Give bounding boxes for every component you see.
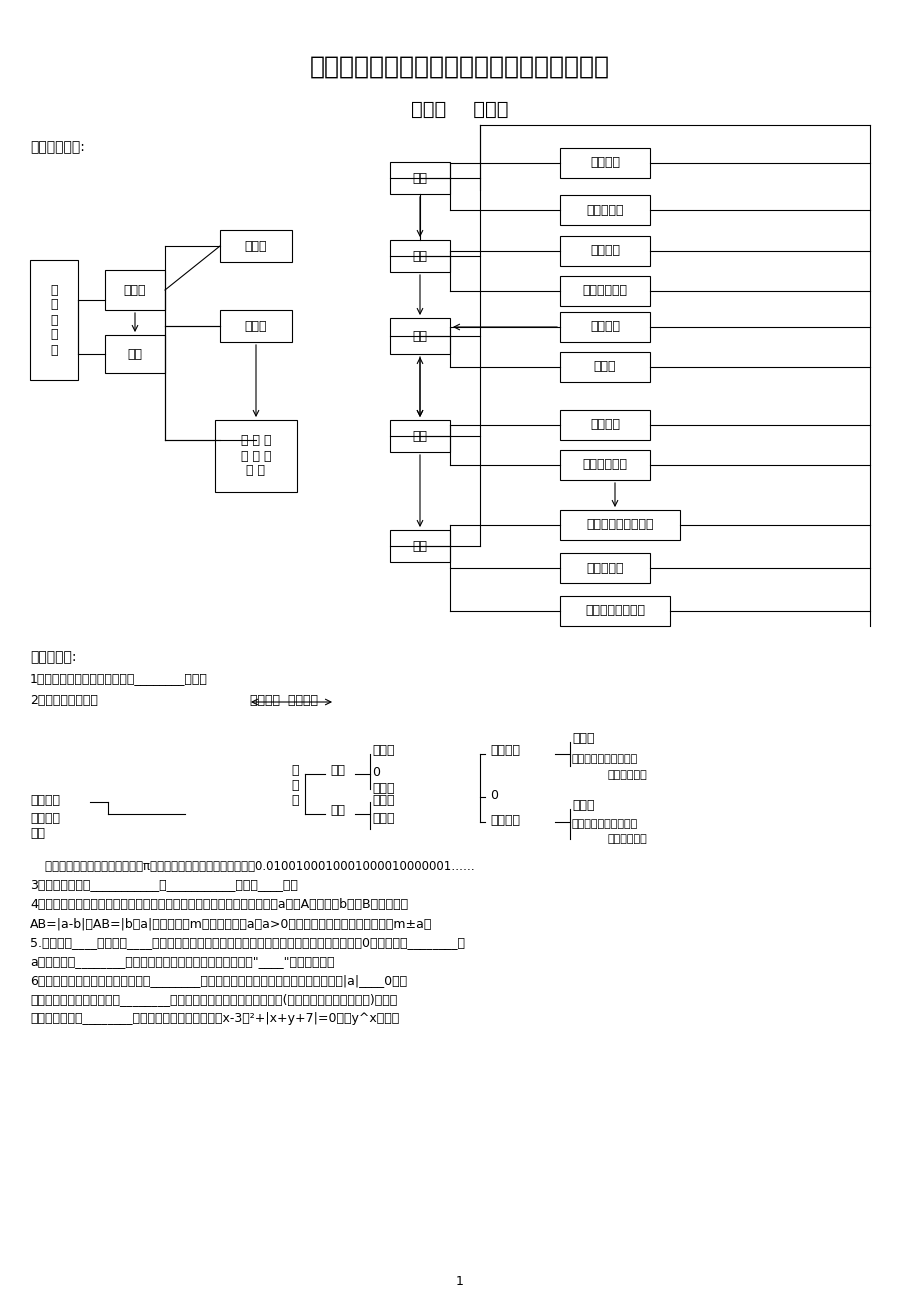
Text: 第一章    有理数: 第一章 有理数 bbox=[411, 100, 508, 118]
FancyBboxPatch shape bbox=[560, 352, 650, 381]
FancyBboxPatch shape bbox=[560, 450, 650, 480]
FancyBboxPatch shape bbox=[220, 230, 291, 262]
FancyBboxPatch shape bbox=[215, 421, 297, 492]
FancyBboxPatch shape bbox=[390, 161, 449, 194]
Text: 有
理
数: 有 理 数 bbox=[291, 764, 299, 807]
Text: 0: 0 bbox=[371, 766, 380, 779]
Text: 二、知识点:: 二、知识点: bbox=[30, 650, 76, 664]
Text: 正整数: 正整数 bbox=[371, 743, 394, 756]
Text: 有理数: 有理数 bbox=[124, 284, 146, 297]
FancyBboxPatch shape bbox=[220, 310, 291, 342]
Text: 1: 1 bbox=[456, 1275, 463, 1288]
Text: 整数: 整数 bbox=[330, 764, 345, 777]
Text: 为相反数的两个数的绝对值________。若表示两个非负数的式子和为０(或这两个式子互为相反数)，则这: 为相反数的两个数的绝对值________。若表示两个非负数的式子和为０(或这两个… bbox=[30, 993, 397, 1006]
Text: 正
数
和
负
数: 正 数 和 负 数 bbox=[51, 284, 58, 357]
FancyBboxPatch shape bbox=[560, 410, 650, 440]
Text: 正有理数: 正有理数 bbox=[490, 743, 519, 756]
Text: 两个式子都等于________。即非负条件式。如：若（x-3）²+|x+y+7|=0，求y^x的值。: 两个式子都等于________。即非负条件式。如：若（x-3）²+|x+y+7|… bbox=[30, 1012, 399, 1025]
Text: 除法: 除法 bbox=[412, 430, 427, 443]
Text: 乘方: 乘方 bbox=[412, 539, 427, 552]
Text: AB=|a-b|或AB=|b－a|。与表示数m的点的距离为a（a>0）的点有两个：它们表示的数是m±a。: AB=|a-b|或AB=|b－a|。与表示数m的点的距离为a（a>0）的点有两个… bbox=[30, 917, 432, 930]
FancyBboxPatch shape bbox=[390, 421, 449, 452]
Text: 一、知识结构:: 一、知识结构: bbox=[30, 141, 85, 154]
FancyBboxPatch shape bbox=[560, 312, 650, 342]
Text: 减法法则: 减法法则 bbox=[589, 245, 619, 258]
Text: 6、数轴上表示一个数的点到原点的________叫这个数的绝对值。绝对值具有非负性，即|a|____0。互: 6、数轴上表示一个数的点到原点的________叫这个数的绝对值。绝对值具有非负… bbox=[30, 974, 407, 987]
Text: 1、正数和负数是表示两种具有________的量。: 1、正数和负数是表示两种具有________的量。 bbox=[30, 672, 208, 685]
FancyBboxPatch shape bbox=[105, 335, 165, 372]
Text: 运算律: 运算律 bbox=[593, 361, 616, 374]
Text: 科学记数法: 科学记数法 bbox=[585, 561, 623, 574]
Text: 4、数轴上的两点之间的距离就是表示这两个点的数的差的绝对值：表示数a的点A与表示数b的点B之间的距离: 4、数轴上的两点之间的距离就是表示这两个点的数的差的绝对值：表示数a的点A与表示… bbox=[30, 898, 408, 911]
Text: 乘法: 乘法 bbox=[412, 329, 427, 342]
Text: 负整数: 负整数 bbox=[572, 799, 594, 812]
Text: 无限循环
小数: 无限循环 小数 bbox=[30, 812, 60, 840]
Text: 和循环小数）: 和循环小数） bbox=[607, 769, 647, 780]
Text: 乘除混合运算: 乘除混合运算 bbox=[582, 458, 627, 471]
Text: 分数: 分数 bbox=[330, 805, 345, 816]
Text: 3、数轴三要素是___________、___________数轴是____线。: 3、数轴三要素是___________、___________数轴是____线。 bbox=[30, 878, 298, 891]
Text: 负分数（含负有限小数: 负分数（含负有限小数 bbox=[572, 819, 638, 829]
FancyBboxPatch shape bbox=[560, 596, 669, 626]
FancyBboxPatch shape bbox=[390, 530, 449, 562]
Text: 近似数与有效数字: 近似数与有效数字 bbox=[584, 604, 644, 617]
Text: 绝对值: 绝对值 bbox=[244, 319, 267, 332]
FancyBboxPatch shape bbox=[30, 260, 78, 380]
Text: 除法法则: 除法法则 bbox=[589, 418, 619, 431]
Text: 新课标人教版数学七年级（上）期末复习设计: 新课标人教版数学七年级（上）期末复习设计 bbox=[310, 55, 609, 79]
Text: 0: 0 bbox=[490, 789, 497, 802]
FancyBboxPatch shape bbox=[560, 276, 650, 306]
Text: 5.数轴上居____两侧且到____的距离相等的两个点所表示的两个数互为相反数（几何定义）。0的相反数是________，: 5.数轴上居____两侧且到____的距离相等的两个点所表示的两个数互为相反数（… bbox=[30, 936, 464, 949]
FancyBboxPatch shape bbox=[560, 195, 650, 225]
Text: 注意：常见的不是有理数的数有π和有规律的但不循环的小数。如：0.0100100010001000010000001……: 注意：常见的不是有理数的数有π和有规律的但不循环的小数。如：0.01001000… bbox=[30, 861, 474, 874]
Text: 和循环小数）: 和循环小数） bbox=[607, 835, 647, 844]
Text: 有 理 数
的 大 小
比 较: 有 理 数 的 大 小 比 较 bbox=[241, 435, 271, 478]
Text: 有限小数: 有限小数 bbox=[30, 794, 60, 807]
Text: 正分数（含正有限小数: 正分数（含正有限小数 bbox=[572, 754, 638, 764]
Text: 加法法则: 加法法则 bbox=[589, 156, 619, 169]
Text: 负整数: 负整数 bbox=[371, 783, 394, 796]
Text: 乘法法则: 乘法法则 bbox=[589, 320, 619, 333]
Text: 负有理数: 负有理数 bbox=[490, 814, 519, 827]
Text: 加减混合运算: 加减混合运算 bbox=[582, 285, 627, 297]
Text: 加法: 加法 bbox=[412, 172, 427, 185]
FancyBboxPatch shape bbox=[560, 510, 679, 540]
Text: 减法: 减法 bbox=[412, 250, 427, 263]
Text: 2、有理数的分类：: 2、有理数的分类： bbox=[30, 694, 97, 707]
FancyBboxPatch shape bbox=[560, 553, 650, 583]
FancyBboxPatch shape bbox=[560, 236, 650, 266]
Text: 正整数: 正整数 bbox=[572, 732, 594, 745]
FancyBboxPatch shape bbox=[560, 148, 650, 178]
FancyBboxPatch shape bbox=[105, 270, 165, 310]
FancyBboxPatch shape bbox=[390, 318, 449, 354]
Text: 负分数: 负分数 bbox=[371, 812, 394, 825]
Text: 相反数: 相反数 bbox=[244, 240, 267, 253]
Text: a的相反数是________。求一个数的相反数就是在这个数前添"____"号后再化简。: a的相反数是________。求一个数的相反数就是在这个数前添"____"号后再… bbox=[30, 954, 335, 967]
FancyBboxPatch shape bbox=[390, 240, 449, 272]
Text: 乘方运算、混合运算: 乘方运算、混合运算 bbox=[585, 518, 653, 531]
Text: 加法运算律: 加法运算律 bbox=[585, 203, 623, 216]
Text: 数轴: 数轴 bbox=[128, 348, 142, 361]
Text: 正分数: 正分数 bbox=[371, 794, 394, 807]
Text: 按定义分  按符号分: 按定义分 按符号分 bbox=[250, 694, 318, 707]
